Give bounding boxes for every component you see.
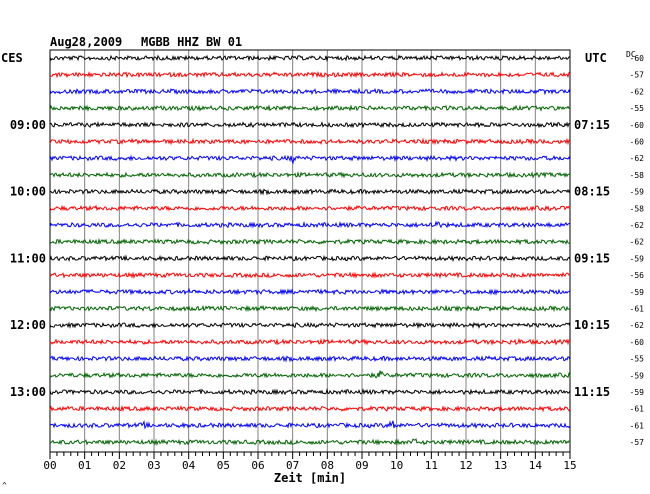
x-tick-label: 13 — [494, 459, 507, 472]
dc-offset-value: -59 — [630, 288, 645, 297]
x-tick-label: 14 — [529, 459, 543, 472]
dc-offset-column: -60 -57 -62 -55 -60 -60 -62 -58 -59 -58 -62 -62 -59 -… — [630, 54, 645, 447]
dc-offset-value: -58 — [630, 171, 645, 180]
dc-offset-value: -62 — [630, 321, 645, 330]
left-time-labels: 09:00 10:00 11:00 12:00 13:00 — [10, 118, 46, 399]
x-tick-label: 05 — [217, 459, 230, 472]
dc-offset-value: -57 — [630, 71, 645, 80]
trace-group — [49, 54, 571, 446]
dc-offset-value: -57 — [630, 438, 645, 447]
trace-16 — [49, 321, 571, 330]
x-axis: 00 01 02 03 04 05 06 07 08 09 10 11 12 13 14 15 — [43, 451, 577, 472]
dc-offset-value: -62 — [630, 238, 645, 247]
station-date: Aug28,2009 — [50, 35, 122, 49]
dc-offset-value: -55 — [630, 104, 645, 113]
trace-20 — [49, 387, 571, 396]
x-tick-label: 06 — [251, 459, 264, 472]
dc-offset-value: -62 — [630, 154, 645, 163]
left-time-label: 12:00 — [10, 318, 46, 332]
dc-offset-value: -59 — [630, 388, 645, 397]
dc-header-label: DC — [626, 50, 636, 59]
trace-23 — [49, 438, 571, 446]
trace-17 — [49, 337, 571, 346]
trace-1 — [49, 70, 571, 79]
trace-3 — [49, 104, 571, 112]
trace-11 — [49, 237, 571, 246]
trace-5 — [49, 137, 571, 146]
dc-offset-value: -59 — [630, 371, 645, 380]
right-time-label: 11:15 — [574, 385, 610, 399]
dc-offset-value: -62 — [630, 87, 645, 96]
dc-offset-value: -55 — [630, 355, 645, 364]
right-time-label: 08:15 — [574, 185, 610, 199]
left-timezone-label: CES — [1, 51, 23, 65]
trace-19 — [49, 370, 571, 379]
x-tick-label: 01 — [78, 459, 91, 472]
right-timezone-label: UTC — [585, 51, 607, 65]
right-time-label: 10:15 — [574, 318, 610, 332]
dc-offset-value: -60 — [630, 138, 645, 147]
trace-10 — [49, 220, 571, 229]
trace-12 — [49, 254, 571, 263]
right-time-labels: 07:15 08:15 09:15 10:15 11:15 — [574, 118, 610, 399]
x-tick-label: 04 — [182, 459, 196, 472]
x-tick-label: 03 — [147, 459, 160, 472]
trace-13 — [49, 271, 571, 279]
x-tick-label: 02 — [113, 459, 126, 472]
trace-2 — [49, 87, 571, 96]
x-tick-label: 09 — [355, 459, 368, 472]
trace-6 — [49, 154, 571, 165]
right-time-label: 09:15 — [574, 251, 610, 265]
dc-offset-value: -60 — [630, 54, 645, 63]
x-tick-label: 11 — [425, 459, 438, 472]
x-tick-label: 08 — [321, 459, 334, 472]
dc-offset-value: -62 — [630, 221, 645, 230]
trace-22 — [49, 419, 571, 430]
dc-offset-value: -61 — [630, 405, 645, 414]
trace-15 — [49, 304, 571, 313]
x-tick-label: 12 — [459, 459, 472, 472]
right-time-label: 07:15 — [574, 118, 610, 132]
left-time-label: 09:00 — [10, 118, 46, 132]
left-time-label: 13:00 — [10, 385, 46, 399]
x-tick-label: 07 — [286, 459, 299, 472]
trace-8 — [49, 188, 571, 196]
trace-4 — [49, 120, 571, 129]
dc-offset-value: -61 — [630, 305, 645, 314]
x-axis-title: Zeit [min] — [274, 471, 346, 485]
x-tick-label: 10 — [390, 459, 403, 472]
x-tick-label: 00 — [43, 459, 56, 472]
dc-offset-value: -60 — [630, 121, 645, 130]
trace-7 — [49, 171, 570, 179]
left-time-label: 10:00 — [10, 185, 46, 199]
trace-21 — [49, 404, 571, 413]
dc-offset-value: -61 — [630, 421, 645, 430]
trace-18 — [49, 355, 571, 363]
dc-offset-value: -60 — [630, 338, 645, 347]
dc-offset-value: -56 — [630, 271, 645, 280]
dc-offset-value: -59 — [630, 254, 645, 263]
trace-14 — [49, 287, 571, 296]
trace-9 — [49, 204, 571, 212]
minute-grid — [49, 49, 571, 453]
plot-frame — [49, 49, 571, 453]
corner-mark: ^ — [2, 481, 7, 490]
x-tick-label: 15 — [563, 459, 576, 472]
dc-offset-value: -58 — [630, 204, 645, 213]
dc-offset-value: -59 — [630, 188, 645, 197]
trace-0 — [49, 54, 571, 63]
station-id: MGBB HHZ BW 01 — [141, 35, 242, 49]
left-time-label: 11:00 — [10, 251, 46, 265]
